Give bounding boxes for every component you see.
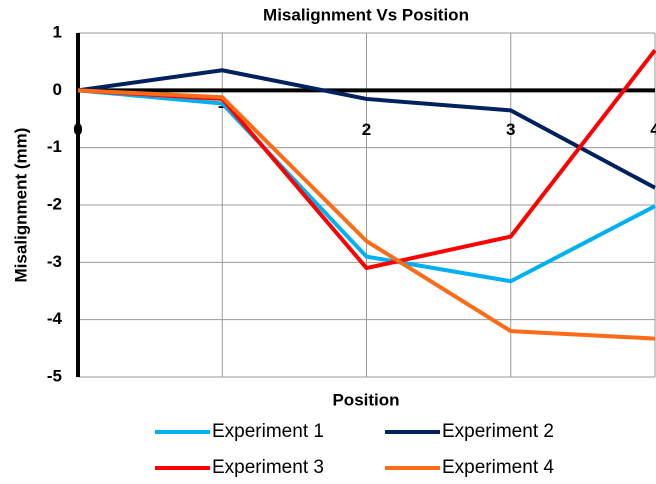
y-tick-label: -4 <box>47 309 63 328</box>
series-line <box>77 68 656 190</box>
y-tick-label: -2 <box>47 194 62 213</box>
x-tick-label: 2 <box>362 120 371 139</box>
chart-title: Misalignment Vs Position <box>263 5 469 24</box>
legend-label: Experiment 4 <box>442 457 554 478</box>
x-tick-label: 4 <box>650 120 656 139</box>
y-tick-label: -1 <box>47 137 62 156</box>
y-tick-label: 1 <box>53 22 62 41</box>
legend-label: Experiment 3 <box>212 457 324 478</box>
legend-label: Experiment 2 <box>442 421 554 442</box>
legend-label: Experiment 1 <box>212 421 324 442</box>
y-axis-label: Misalignment (mm) <box>11 128 30 283</box>
series-line <box>77 88 656 341</box>
y-tick-label: 0 <box>53 80 62 99</box>
y-tick-label: -5 <box>47 366 62 385</box>
x-axis-label: Position <box>332 390 399 409</box>
series-line <box>77 88 656 284</box>
x-tick-label: 3 <box>506 120 515 139</box>
y-tick-label: -3 <box>47 252 62 271</box>
